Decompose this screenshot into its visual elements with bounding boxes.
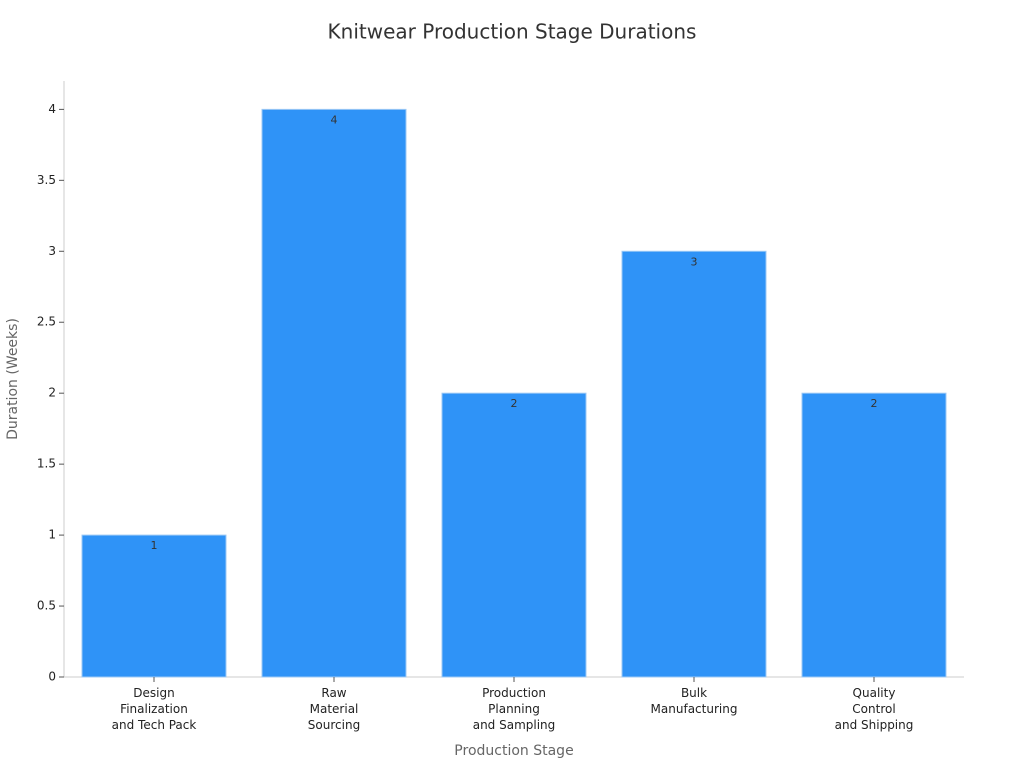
x-tick-label: Production Planning and Sampling bbox=[473, 686, 556, 732]
bar bbox=[801, 392, 947, 678]
y-axis-title: Duration (Weeks) bbox=[5, 318, 21, 440]
x-tick-label: Raw Material Sourcing bbox=[308, 686, 360, 732]
x-tick-label: Bulk Manufacturing bbox=[651, 686, 738, 716]
y-tick-label: 1 bbox=[48, 528, 56, 542]
y-tick-label: 3.5 bbox=[37, 173, 56, 187]
x-tick-label: Design Finalization and Tech Pack bbox=[112, 686, 197, 732]
value-label: 2 bbox=[511, 397, 518, 410]
y-tick-label: 2 bbox=[48, 386, 56, 400]
y-tick-label: 0.5 bbox=[37, 599, 56, 613]
chart-title: Knitwear Production Stage Durations bbox=[328, 20, 697, 44]
y-tick-label: 4 bbox=[48, 102, 56, 116]
y-tick-label: 2.5 bbox=[37, 315, 56, 329]
y-tick-label: 1.5 bbox=[37, 457, 56, 471]
bar bbox=[261, 108, 407, 678]
x-axis-title: Production Stage bbox=[454, 743, 573, 759]
value-label: 2 bbox=[871, 397, 878, 410]
y-tick-label: 0 bbox=[48, 670, 56, 684]
bar bbox=[621, 250, 767, 678]
bar bbox=[81, 534, 227, 678]
value-label: 4 bbox=[331, 113, 338, 126]
bar bbox=[441, 392, 587, 678]
value-label: 1 bbox=[151, 539, 158, 552]
y-tick-label: 3 bbox=[48, 244, 56, 258]
x-tick-label: Quality Control and Shipping bbox=[835, 686, 914, 732]
value-label: 3 bbox=[691, 255, 698, 268]
